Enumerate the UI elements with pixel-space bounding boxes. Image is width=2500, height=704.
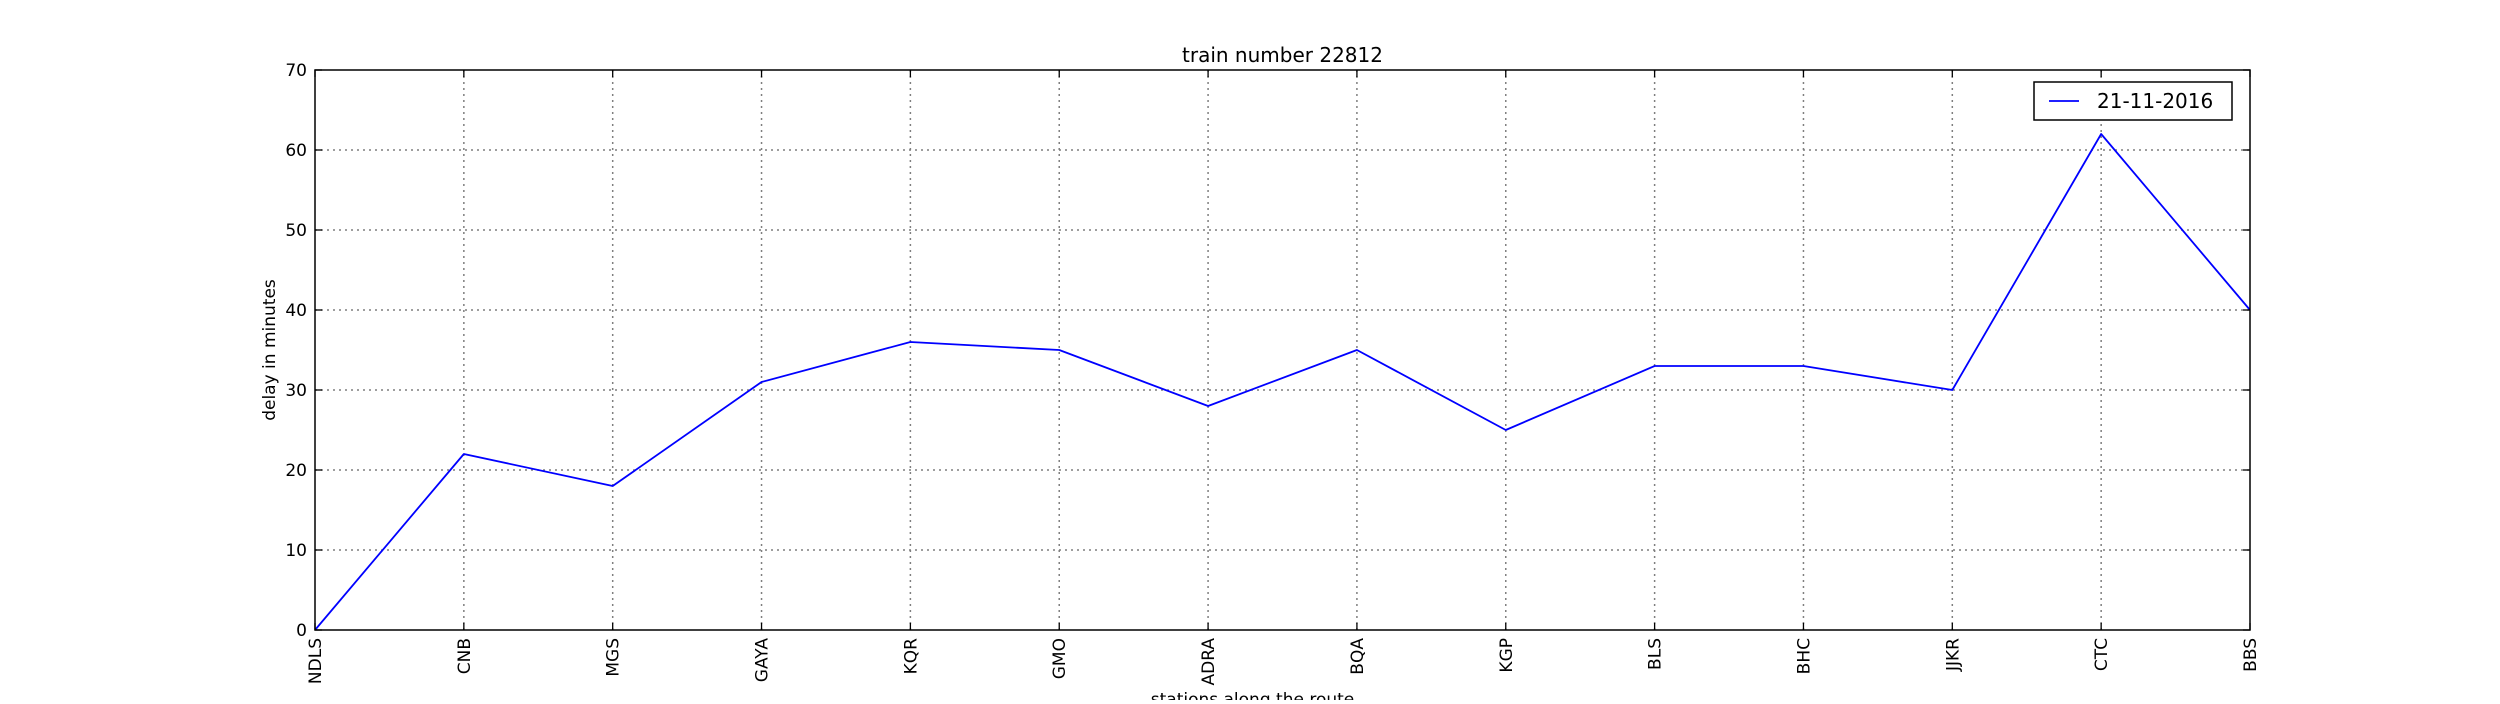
- x-tick-label: KQR: [901, 638, 921, 675]
- y-tick-label: 30: [285, 381, 307, 401]
- x-axis-label: stations along the route: [1151, 690, 1355, 700]
- grid: [315, 70, 2250, 630]
- x-tick-label: JJKR: [1943, 638, 1963, 672]
- x-tick-label: BBS: [2241, 638, 2261, 672]
- y-tick-label: 0: [296, 621, 307, 641]
- y-axis-label: delay in minutes: [260, 279, 280, 421]
- y-tick-label: 70: [285, 61, 307, 81]
- y-tick-label: 20: [285, 461, 307, 481]
- legend-label: 21-11-2016: [2097, 89, 2213, 113]
- series-line: [314, 133, 2251, 631]
- x-tick-label: CNB: [455, 638, 475, 674]
- x-tick-label: BHC: [1794, 638, 1814, 674]
- series-layer: [314, 133, 2251, 631]
- x-tick-label: MGS: [604, 638, 624, 677]
- x-tick-label: BQA: [1348, 638, 1368, 675]
- x-tick-label: KGP: [1497, 638, 1517, 673]
- chart-title: train number 22812: [1182, 43, 1383, 67]
- y-axis: 0 10 20 30 40 50 60 70: [285, 61, 2250, 641]
- y-tick-label: 40: [285, 301, 307, 321]
- y-tick-label: 60: [285, 141, 307, 161]
- x-tick-label: NDLS: [306, 638, 326, 684]
- legend: 21-11-2016: [2033, 81, 2233, 121]
- x-tick-label: GAYA: [753, 638, 773, 683]
- x-tick-label: ADRA: [1199, 638, 1219, 686]
- x-tick-label: BLS: [1646, 638, 1666, 670]
- y-tick-label: 50: [285, 221, 307, 241]
- x-tick-label: CTC: [2092, 638, 2112, 671]
- x-tick-label: GMO: [1050, 638, 1070, 679]
- plot-frame: [314, 69, 2251, 631]
- x-axis: NDLS CNB MGS GAYA KQR GMO ADRA BQA KGP BLS BHC JJKR…: [306, 70, 2261, 685]
- y-tick-label: 10: [285, 541, 307, 561]
